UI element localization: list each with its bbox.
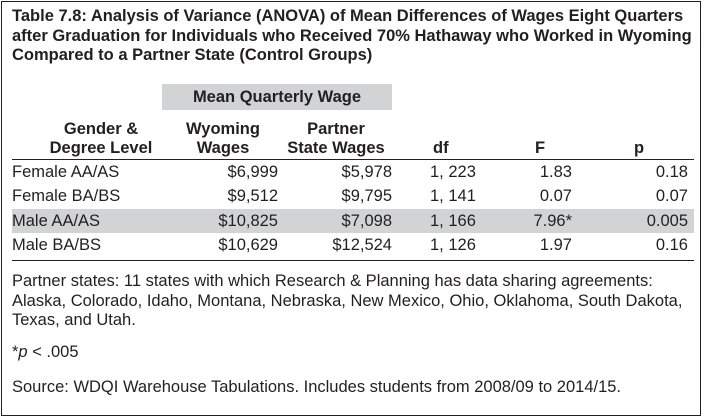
- footer-divider: [12, 260, 694, 261]
- column-header-p: p: [634, 139, 645, 157]
- cell-df: 1, 141: [430, 187, 476, 205]
- cell-f: 0.07: [539, 187, 572, 205]
- column-header-partner-line1: Partner: [307, 120, 365, 138]
- cell-f: 1.83: [539, 163, 572, 181]
- cell-p: 0.16: [655, 236, 688, 254]
- table-row: Male BA/BS $10,629 $12,524 1, 126 1.97 0…: [12, 233, 694, 257]
- column-header-partner: Partner State Wages: [276, 120, 396, 158]
- cell-group: Male AA/AS: [12, 212, 101, 230]
- mean-quarterly-wage-header: Mean Quarterly Wage: [162, 84, 392, 110]
- cell-group: Male BA/BS: [12, 236, 101, 254]
- cell-f: 1.97: [539, 236, 572, 254]
- cell-group: Female BA/BS: [12, 187, 121, 205]
- partner-states-note: Partner states: 11 states with which Res…: [12, 272, 683, 329]
- source-note: Source: WDQI Warehouse Tabulations. Incl…: [12, 378, 622, 396]
- cell-df: 1, 126: [430, 236, 476, 254]
- significance-threshold: < .005: [27, 343, 79, 361]
- cell-p: 0.005: [646, 212, 688, 230]
- cell-wyoming: $10,825: [218, 212, 278, 230]
- column-header-partner-line2: State Wages: [287, 139, 385, 157]
- table-row-highlighted: Male AA/AS $10,825 $7,098 1, 166 7.96* 0…: [12, 209, 694, 233]
- table-title-text: Analysis of Variance (ANOVA) of Mean Dif…: [12, 7, 692, 64]
- column-header-df: df: [433, 139, 449, 157]
- cell-partner: $7,098: [341, 212, 392, 230]
- significance-variable: p: [18, 343, 28, 361]
- cell-wyoming: $10,629: [218, 236, 278, 254]
- cell-df: 1, 166: [430, 212, 476, 230]
- cell-group: Female AA/AS: [12, 163, 120, 181]
- significance-mark: *: [12, 343, 19, 361]
- header-divider: [12, 159, 694, 160]
- cell-partner: $12,524: [332, 236, 392, 254]
- cell-partner: $5,978: [341, 163, 392, 181]
- column-header-group-line1: Gender &: [63, 120, 139, 138]
- column-header-group: Gender & Degree Level: [46, 120, 156, 158]
- cell-partner: $9,795: [341, 187, 392, 205]
- table-title: Table 7.8: Analysis of Variance (ANOVA) …: [12, 7, 696, 66]
- table-row: Female AA/AS $6,999 $5,978 1, 223 1.83 0…: [12, 160, 694, 184]
- column-header-f: F: [535, 139, 546, 157]
- column-header-wyoming: Wyoming Wages: [170, 120, 276, 158]
- column-header-wyoming-line1: Wyoming: [186, 120, 260, 138]
- cell-p: 0.07: [655, 187, 688, 205]
- column-header-group-line2: Degree Level: [49, 139, 153, 157]
- significance-note: *p < .005: [12, 343, 696, 363]
- cell-f: 7.96*: [533, 212, 572, 230]
- table-row: Female BA/BS $9,512 $9,795 1, 141 0.07 0…: [12, 184, 694, 208]
- table-number: Table 7.8:: [12, 7, 87, 25]
- cell-df: 1, 223: [430, 163, 476, 181]
- column-header-wyoming-line2: Wages: [196, 139, 250, 157]
- cell-wyoming: $9,512: [227, 187, 278, 205]
- cell-wyoming: $6,999: [227, 163, 278, 181]
- cell-p: 0.18: [655, 163, 688, 181]
